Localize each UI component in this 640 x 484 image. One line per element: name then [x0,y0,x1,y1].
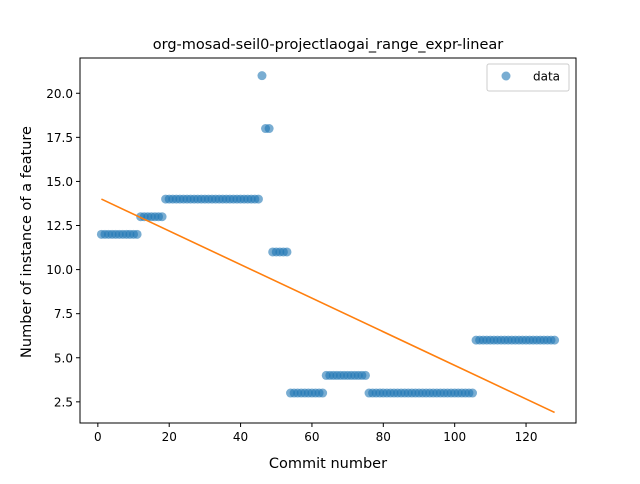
data-point [157,212,167,222]
x-tick-label: 40 [233,430,248,444]
plot-area [79,57,577,424]
data-point [360,370,370,380]
data-point [282,247,292,257]
x-tick-label: 100 [443,430,466,444]
chart-title: org-mosad-seil0-projectlaogai_range_expr… [153,37,504,53]
y-tick-label: 10.0 [46,263,73,277]
x-tick-label: 0 [94,430,102,444]
y-tick-label: 7.5 [54,307,73,321]
data-point [550,335,560,345]
x-tick-label: 80 [376,430,391,444]
data-point [468,388,478,398]
data-point [253,194,263,204]
y-tick-label: 12.5 [46,219,73,233]
y-tick-label: 20.0 [46,87,73,101]
y-tick-label: 15.0 [46,175,73,189]
data-point [264,124,274,134]
y-tick-label: 2.5 [54,395,73,409]
legend-box [486,63,570,92]
y-axis-ticks: 2.5 5.0 7.5 10.0 12.5 15.0 17.5 20.0 [46,87,80,409]
x-axis-ticks: 0 20 40 60 80 100 120 [94,423,537,444]
y-axis-label: Number of instance of a feature [19,126,35,358]
legend-label: data [533,70,560,84]
y-tick-label: 17.5 [46,131,73,145]
legend-marker [501,71,511,81]
data-point [257,71,267,81]
y-tick-label: 5.0 [54,351,73,365]
plot-frame [79,57,577,424]
fit-line [101,198,555,414]
x-tick-label: 120 [515,430,538,444]
data-point [132,229,142,239]
x-axis-label: Commit number [269,456,387,472]
x-tick-label: 20 [162,430,177,444]
legend: data [486,63,570,92]
data-point [318,388,328,398]
x-tick-label: 60 [304,430,319,444]
